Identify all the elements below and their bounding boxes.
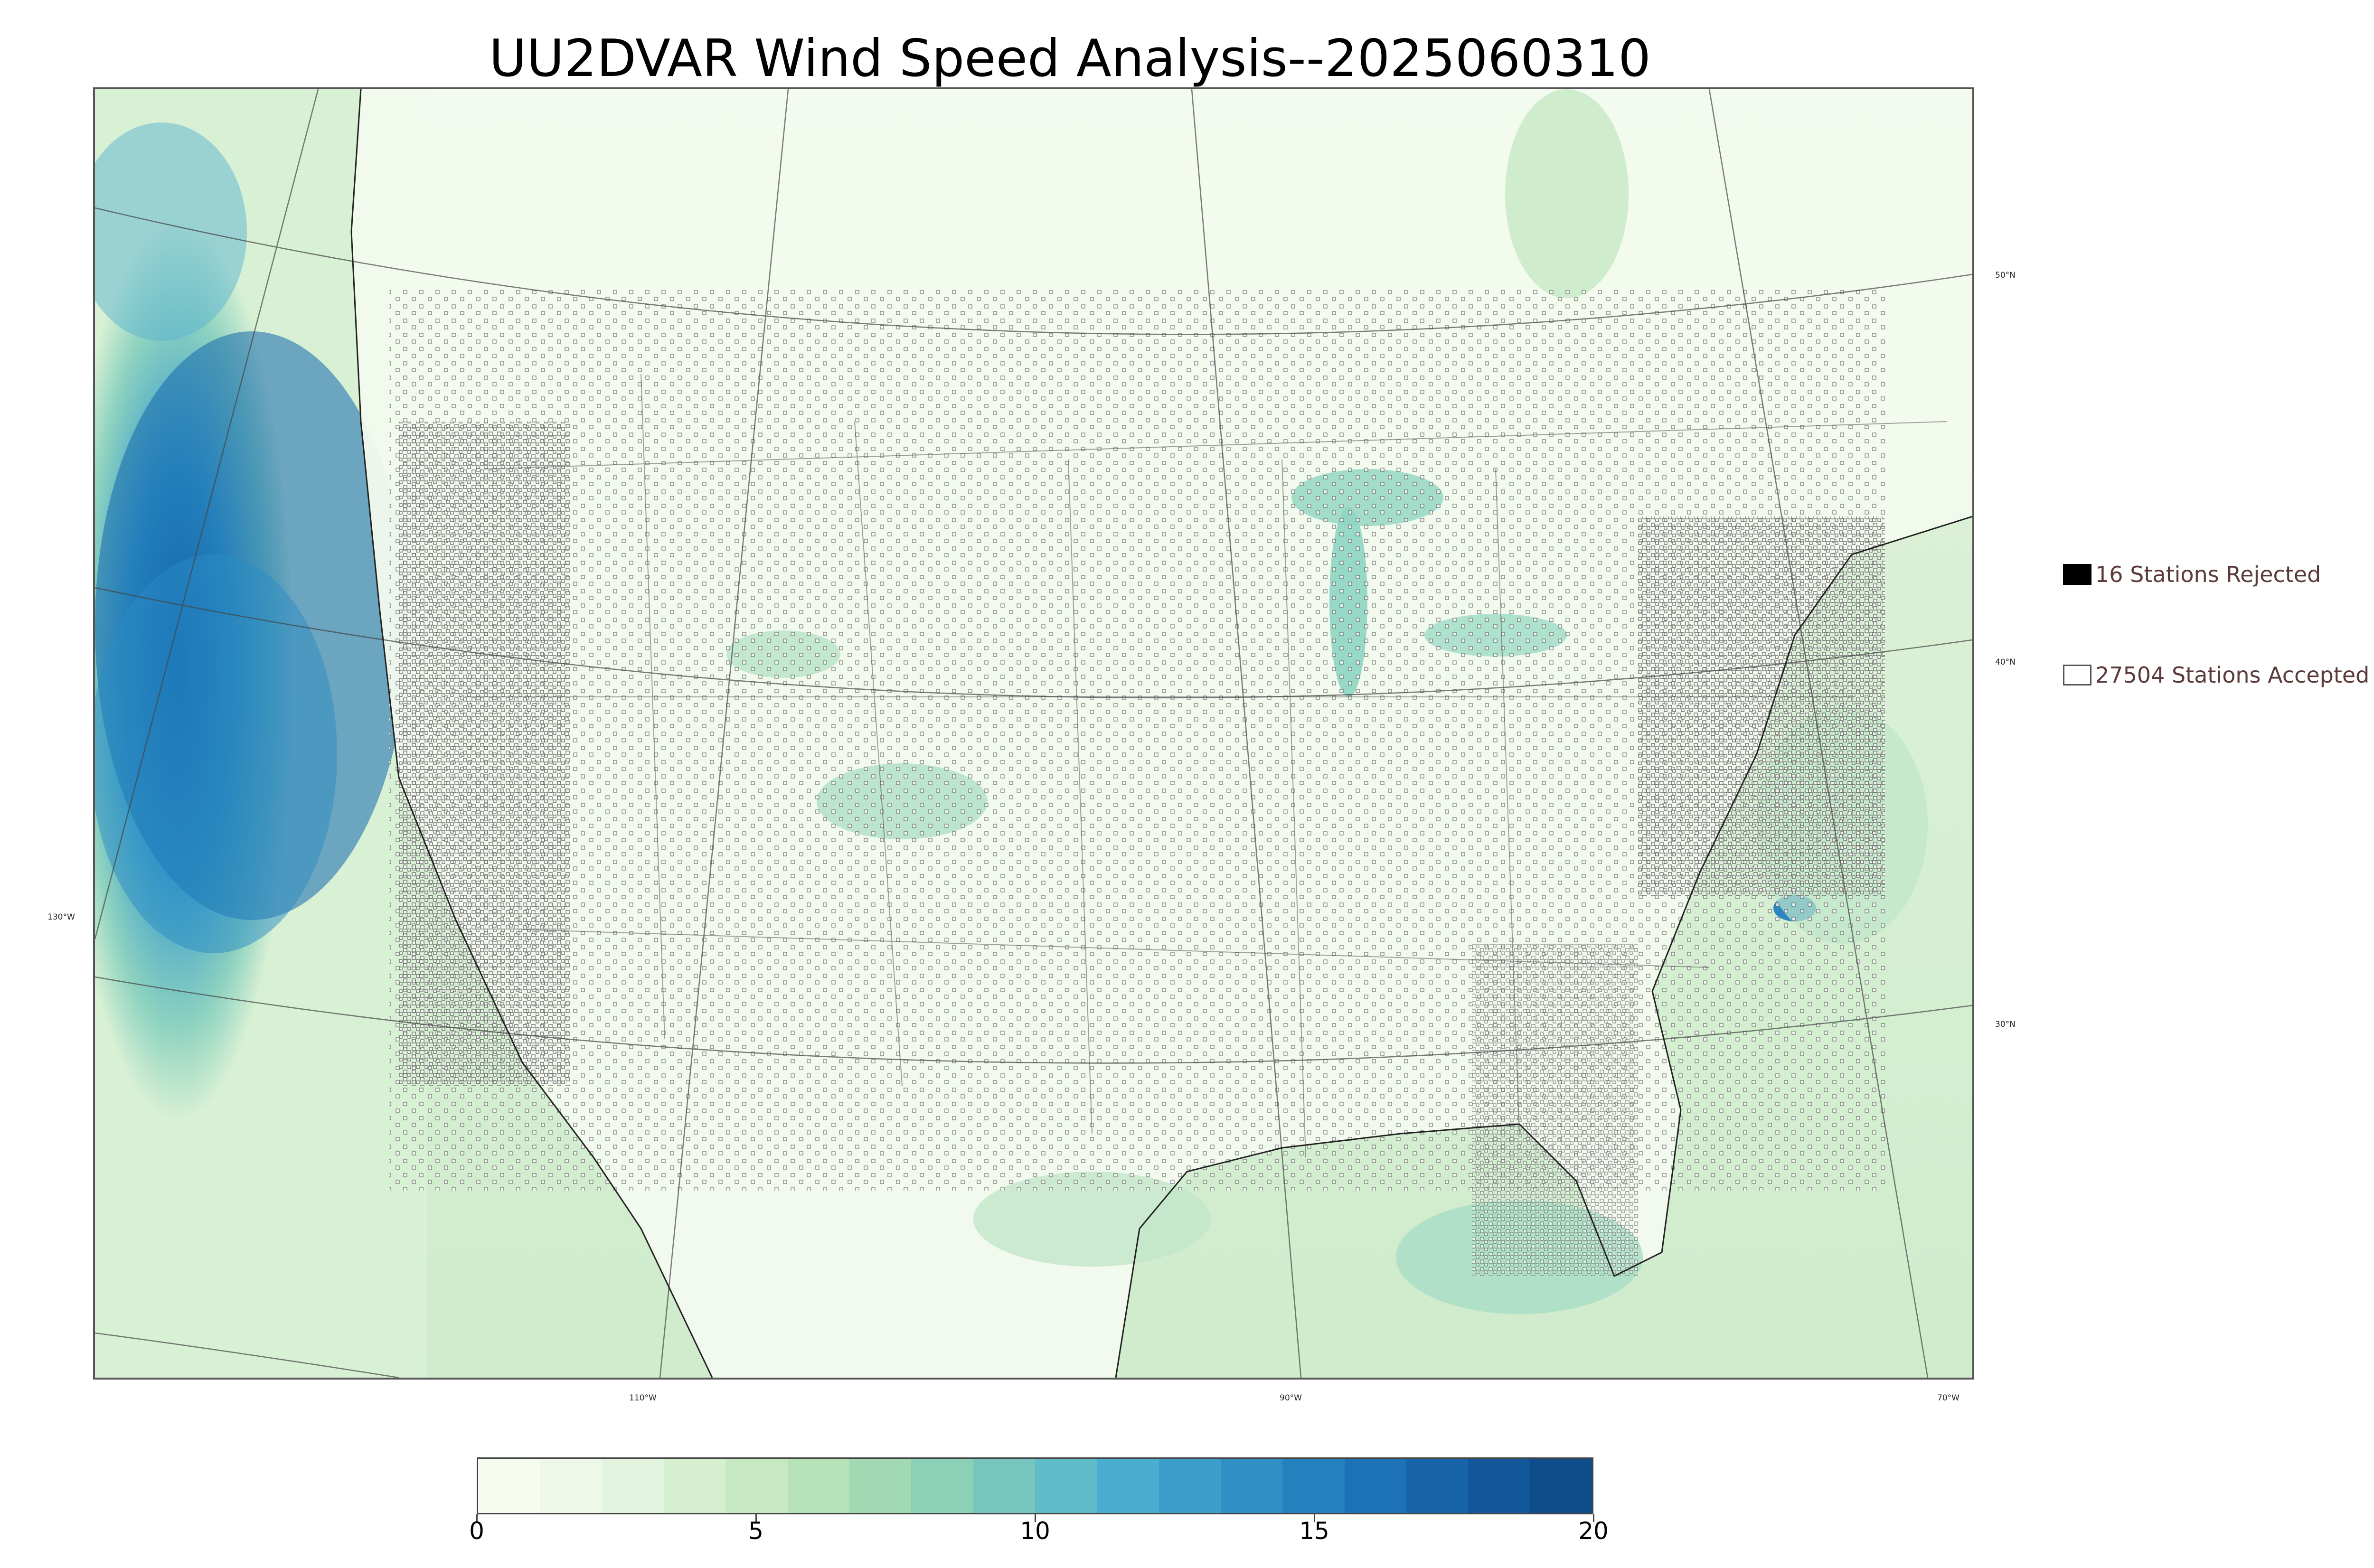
political-boundaries [465,374,1947,1158]
accepted-swatch-icon [2063,665,2091,685]
station-markers-southeast [1472,944,1638,1276]
colorbar-segment [1220,1459,1283,1513]
station-markers-west-coast [399,422,570,1086]
colorbar-segment [540,1459,602,1513]
colorbar-segment [602,1459,664,1513]
colorbar-segment [663,1459,726,1513]
lat-label-50n: 50°N [1995,271,2016,280]
colorbar-segment [1035,1459,1097,1513]
colorbar-segment [725,1459,788,1513]
rejected-swatch-icon [2063,564,2091,585]
colorbar [477,1457,1593,1514]
legend-accepted: 27504 Stations Accepted [2063,661,2369,689]
lon-label-90w: 90°W [1280,1393,1302,1403]
colorbar-tick-label: 10 [1020,1517,1050,1545]
map-canvas [95,89,1972,1378]
lon-label-130w: 130°W [47,912,75,922]
colorbar-segment [1097,1459,1159,1513]
rejected-label: 16 Stations Rejected [2095,562,2321,587]
colorbar-segment [478,1459,540,1513]
colorbar-tick-mark [1034,1514,1036,1522]
accepted-label: 27504 Stations Accepted [2095,662,2370,688]
colorbar-tick-label: 20 [1578,1517,1609,1545]
map-panel[interactable] [93,87,1974,1380]
page-title: UU2DVAR Wind Speed Analysis--2025060310 [489,29,1651,88]
colorbar-segment [1344,1459,1406,1513]
colorbar-tick-mark [1313,1514,1315,1522]
colorbar-segment [973,1459,1035,1513]
legend-rejected: 16 Stations Rejected [2063,560,2321,589]
west-coastline [350,89,713,1378]
colorbar-segment [1468,1459,1530,1513]
colorbar-segment [911,1459,973,1513]
colorbar-segment [1159,1459,1221,1513]
east-gulf-coastline [1115,516,1972,1378]
colorbar-tick-label: 0 [469,1517,484,1545]
colorbar-segment [787,1459,849,1513]
colorbar-segment [1530,1459,1592,1513]
colorbar-tick-mark [1592,1514,1594,1522]
colorbar-tick-label: 5 [748,1517,763,1545]
colorbar-tick-mark [476,1514,478,1522]
lon-label-110w: 110°W [629,1393,657,1403]
colorbar-segment [849,1459,912,1513]
colorbar-segment [1282,1459,1345,1513]
colorbar-tick-mark [755,1514,757,1522]
station-markers-northeast [1638,516,1885,896]
colorbar-segment [1406,1459,1469,1513]
lat-label-30n: 30°N [1995,1020,2016,1029]
colorbar-tick-label: 15 [1299,1517,1329,1545]
lat-label-40n: 40°N [1995,657,2016,667]
graticule [95,89,1972,1378]
lon-label-70w: 70°W [1937,1393,1959,1403]
